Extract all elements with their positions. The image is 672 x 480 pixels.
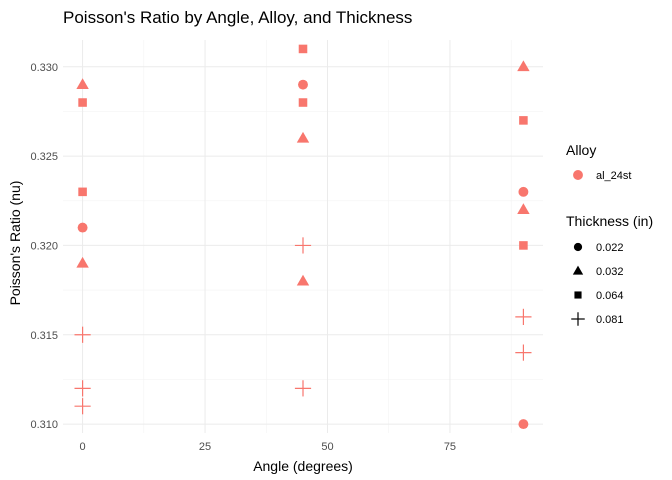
- y-axis-ticks: 0.310 0.315 0.320 0.325 0.330: [30, 62, 58, 431]
- legend-title-thickness: Thickness (in): [566, 213, 653, 229]
- data-point-plus: [74, 380, 91, 397]
- data-point-triangle: [76, 78, 89, 90]
- x-tick-label: 0: [80, 441, 86, 453]
- chart-title: Poisson's Ratio by Angle, Alloy, and Thi…: [63, 8, 412, 27]
- y-tick-label: 0.310: [30, 419, 58, 431]
- x-tick-label: 75: [444, 441, 456, 453]
- legend-label-thickness: 0.022: [596, 242, 624, 254]
- data-point-circle: [77, 222, 88, 233]
- data-point-square: [519, 116, 528, 125]
- legend-label-alloy: al_24st: [596, 170, 631, 182]
- legend-key-thickness-circle: [573, 242, 583, 252]
- legend: Alloy al_24st Thickness (in) 0.0220.0320…: [566, 142, 653, 326]
- legend-label-thickness: 0.064: [596, 290, 624, 302]
- legend-label-thickness: 0.032: [596, 266, 624, 278]
- y-tick-label: 0.320: [30, 240, 58, 252]
- data-point-plus: [515, 344, 532, 361]
- legend-key-thickness-square: [574, 291, 582, 299]
- data-point-square: [519, 241, 528, 250]
- data-point-triangle: [296, 274, 310, 286]
- data-point-plus: [515, 308, 532, 325]
- legend-label-thickness: 0.081: [596, 314, 624, 326]
- data-point-circle: [518, 419, 529, 430]
- data-point-plus: [294, 380, 312, 397]
- data-point-square: [78, 187, 87, 197]
- data-point-square: [298, 44, 308, 54]
- legend-key-thickness-triangle: [572, 265, 584, 275]
- data-point-plus: [294, 237, 312, 254]
- data-point-circle: [298, 79, 308, 90]
- y-axis-title: Poisson's Ratio (nu): [7, 181, 23, 306]
- legend-alloy-entries: al_24st: [573, 170, 631, 182]
- data-point-triangle: [517, 60, 530, 72]
- data-point-square: [78, 98, 87, 107]
- legend-key-alloy: [573, 170, 583, 180]
- grid: [63, 40, 543, 433]
- y-tick-label: 0.325: [30, 151, 58, 163]
- data-point-plus: [74, 326, 91, 343]
- legend-key-thickness-plus: [571, 312, 585, 326]
- data-point-circle: [518, 186, 529, 197]
- x-axis-title: Angle (degrees): [253, 458, 353, 474]
- x-tick-label: 50: [321, 441, 333, 453]
- legend-title-alloy: Alloy: [566, 142, 596, 158]
- y-tick-label: 0.315: [30, 330, 58, 342]
- data-point-plus: [74, 398, 91, 415]
- data-point-triangle: [296, 131, 310, 143]
- data-points: [74, 44, 532, 430]
- data-point-square: [298, 98, 308, 107]
- data-point-triangle: [517, 203, 530, 215]
- x-axis-ticks: 0 25 50 75: [80, 441, 457, 453]
- data-point-triangle: [76, 256, 89, 268]
- y-tick-label: 0.330: [30, 62, 58, 74]
- legend-thickness-entries: 0.022 0.032 0.064 0.081: [571, 242, 624, 326]
- x-tick-label: 25: [199, 441, 211, 453]
